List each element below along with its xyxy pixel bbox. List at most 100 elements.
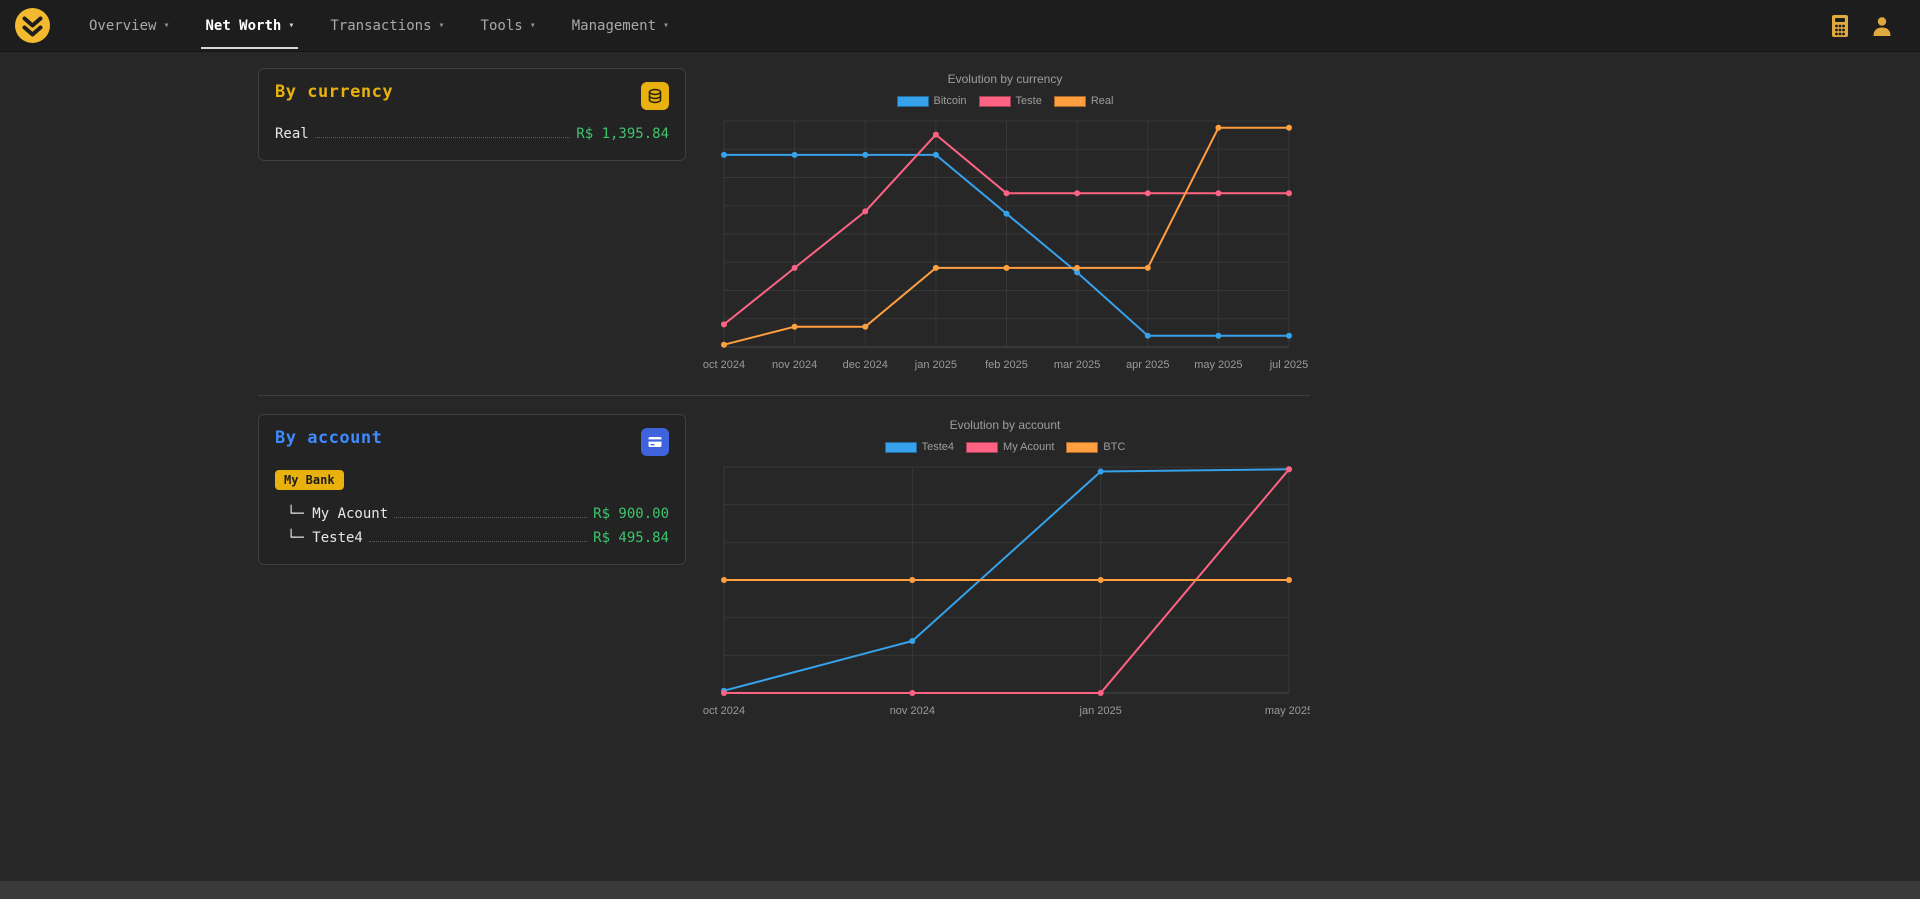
chart-point[interactable]	[721, 341, 727, 348]
chart-point[interactable]	[1003, 210, 1010, 217]
legend-item-teste[interactable]: Teste	[978, 95, 1042, 107]
chart-title: Evolution by account	[949, 418, 1061, 432]
legend-label: Teste4	[921, 441, 955, 453]
legend-item-my-acount[interactable]: My Acount	[966, 441, 1054, 453]
chart-point[interactable]	[1074, 269, 1081, 276]
chart-point[interactable]	[862, 151, 869, 158]
section-divider	[258, 395, 1310, 396]
chart-point[interactable]	[862, 323, 869, 330]
chart-point[interactable]	[721, 690, 727, 696]
chart-point[interactable]	[932, 264, 939, 271]
calculator-icon[interactable]	[1828, 14, 1852, 38]
chart-point[interactable]	[1003, 264, 1010, 271]
chart-point[interactable]	[1286, 466, 1292, 473]
chart-legend: Bitcoin Teste Real	[700, 95, 1310, 107]
top-navbar: Overview ▾ Net Worth ▾ Transactions ▾ To…	[0, 0, 1920, 52]
nav-item-management[interactable]: Management ▾	[568, 3, 673, 49]
chevron-down-icon: ▾	[288, 20, 295, 31]
x-axis-label: feb 2025	[985, 359, 1028, 371]
nav-item-label: Management	[571, 17, 657, 34]
bank-badge[interactable]: My Bank	[275, 470, 344, 490]
chart-point[interactable]	[1286, 577, 1292, 583]
legend-swatch	[966, 441, 999, 453]
account-card-title: By account	[275, 428, 383, 448]
currency-label: Real	[275, 126, 309, 142]
chart-point[interactable]	[791, 323, 798, 330]
x-axis-label: jul 2025	[1269, 359, 1309, 371]
dotted-leader	[314, 137, 571, 138]
legend-label: Teste	[1015, 95, 1042, 107]
chart-point[interactable]	[721, 577, 727, 583]
x-axis-label: nov 2024	[772, 359, 817, 371]
account-row-teste4: └─ Teste4 R$ 495.84	[275, 526, 669, 550]
x-axis-label: mar 2025	[1054, 359, 1100, 371]
chevron-down-icon: ▾	[529, 20, 536, 31]
legend-label: Bitcoin	[933, 95, 967, 107]
dotted-leader	[368, 541, 588, 542]
chart-point[interactable]	[1097, 468, 1104, 475]
currency-card: By currency Real R$ 1,395.84	[258, 68, 686, 161]
chart-title: Evolution by currency	[947, 72, 1063, 86]
chart-point[interactable]	[791, 264, 798, 271]
currency-value: R$ 1,395.84	[576, 126, 669, 142]
x-axis-label: may 2025	[1265, 705, 1310, 717]
bank-button[interactable]	[641, 428, 669, 456]
app-logo[interactable]	[14, 7, 51, 44]
chart-point[interactable]	[721, 321, 727, 328]
chart-point[interactable]	[932, 151, 939, 158]
nav-item-tools[interactable]: Tools ▾	[477, 3, 540, 49]
coins-icon	[648, 88, 662, 104]
chart-point[interactable]	[1074, 264, 1081, 271]
account-value: R$ 900.00	[593, 506, 669, 522]
legend-swatch	[884, 441, 917, 453]
chart-point[interactable]	[1144, 190, 1151, 197]
chevron-down-icon: ▾	[663, 20, 670, 31]
legend-swatch	[896, 95, 929, 107]
user-icon[interactable]	[1870, 14, 1894, 38]
nav-item-net-worth[interactable]: Net Worth ▾	[201, 3, 299, 49]
account-label: └─ My Acount	[287, 506, 389, 522]
chart-point[interactable]	[909, 638, 916, 644]
legend-item-real[interactable]: Real	[1053, 95, 1114, 107]
chart-point[interactable]	[1215, 190, 1222, 197]
nav-menu: Overview ▾ Net Worth ▾ Transactions ▾ To…	[71, 0, 687, 51]
line-chart-canvas[interactable]: oct 2024 nov 2024 jan 2025 may 2025	[700, 461, 1310, 723]
chart-point[interactable]	[909, 690, 916, 696]
nav-item-label: Net Worth	[205, 17, 282, 34]
chevron-down-icon: ▾	[438, 20, 445, 31]
chart-point[interactable]	[1097, 690, 1104, 696]
chart-point[interactable]	[1097, 577, 1104, 583]
coins-button[interactable]	[641, 82, 669, 110]
chart-point[interactable]	[1215, 332, 1222, 339]
account-section: By account My Bank └─ My Acount	[258, 414, 1920, 723]
chart-point[interactable]	[862, 208, 869, 215]
x-axis-label: jan 2025	[1079, 705, 1122, 717]
line-chart-canvas[interactable]: oct 2024 nov 2024 dec 2024 jan 2025 feb 2025…	[700, 115, 1310, 377]
chart-point[interactable]	[1074, 190, 1081, 197]
chart-point[interactable]	[1286, 332, 1292, 339]
currency-row-real: Real R$ 1,395.84	[275, 122, 669, 146]
chart-point[interactable]	[1144, 332, 1151, 339]
chart-point[interactable]	[1003, 190, 1010, 197]
brand-coin-icon	[15, 8, 50, 43]
legend-swatch	[1053, 95, 1086, 107]
legend-label: Real	[1090, 95, 1114, 107]
account-label: └─ Teste4	[287, 530, 363, 546]
legend-item-btc[interactable]: BTC	[1066, 441, 1125, 453]
legend-label: BTC	[1103, 441, 1126, 453]
chart-point[interactable]	[1286, 124, 1292, 131]
nav-item-label: Tools	[480, 17, 523, 34]
legend-item-teste4[interactable]: Teste4	[884, 441, 955, 453]
nav-right-actions	[1828, 14, 1906, 38]
nav-item-overview[interactable]: Overview ▾	[85, 3, 173, 49]
chart-point[interactable]	[932, 131, 939, 138]
chart-point[interactable]	[791, 151, 798, 158]
chart-point[interactable]	[1144, 264, 1151, 271]
legend-item-bitcoin[interactable]: Bitcoin	[896, 95, 967, 107]
chart-point[interactable]	[1215, 124, 1222, 131]
chart-point[interactable]	[1286, 190, 1292, 197]
chart-point[interactable]	[909, 577, 916, 583]
chart-point[interactable]	[721, 151, 727, 158]
x-axis-label: oct 2024	[703, 705, 745, 717]
nav-item-transactions[interactable]: Transactions ▾	[326, 3, 448, 49]
